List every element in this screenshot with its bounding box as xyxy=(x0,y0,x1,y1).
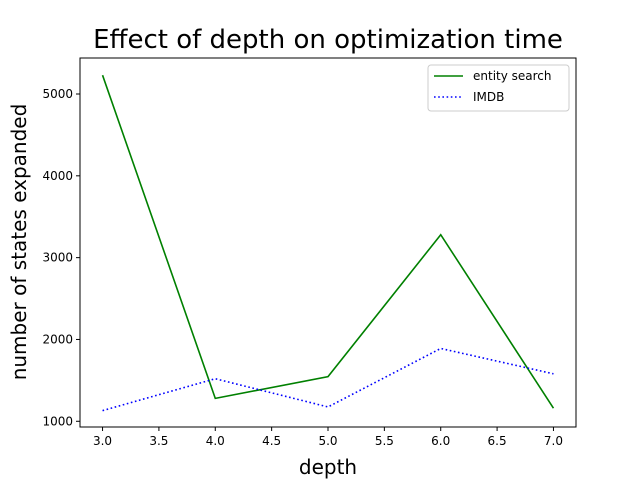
y-tick-label: 2000 xyxy=(42,332,73,346)
x-tick-label: 6.5 xyxy=(488,434,507,448)
y-tick-label: 4000 xyxy=(42,169,73,183)
chart-title: Effect of depth on optimization time xyxy=(93,25,563,55)
legend-label-imdb: IMDB xyxy=(473,90,504,104)
plot-area xyxy=(79,57,577,428)
series-layer xyxy=(101,74,555,412)
x-tick-label: 3.5 xyxy=(149,434,168,448)
x-tick-label: 5.5 xyxy=(375,434,394,448)
legend-box xyxy=(427,64,570,112)
series-line-imdb xyxy=(102,347,554,412)
y-axis: 1000 2000 3000 4000 5000 xyxy=(42,87,80,428)
x-tick-label: 7.0 xyxy=(544,434,563,448)
x-tick-label: 6.0 xyxy=(431,434,450,448)
legend-label-entity-search: entity search xyxy=(473,69,552,83)
x-axis-label: depth xyxy=(299,455,357,479)
x-tick-label: 4.5 xyxy=(262,434,281,448)
legend: entity search IMDB xyxy=(427,64,570,112)
x-tick-label: 5.0 xyxy=(318,434,337,448)
x-axis: 3.0 3.5 4.0 4.5 5.0 5.5 6.0 6.5 7.0 xyxy=(93,427,563,448)
x-tick-label: 3.0 xyxy=(93,434,112,448)
y-axis-label: number of states expanded xyxy=(7,104,31,381)
series-line-entity-search xyxy=(101,74,555,409)
x-tick-label: 4.0 xyxy=(206,434,225,448)
y-tick-label: 3000 xyxy=(42,251,73,265)
y-tick-label: 5000 xyxy=(42,87,73,101)
y-tick-label: 1000 xyxy=(42,414,73,428)
